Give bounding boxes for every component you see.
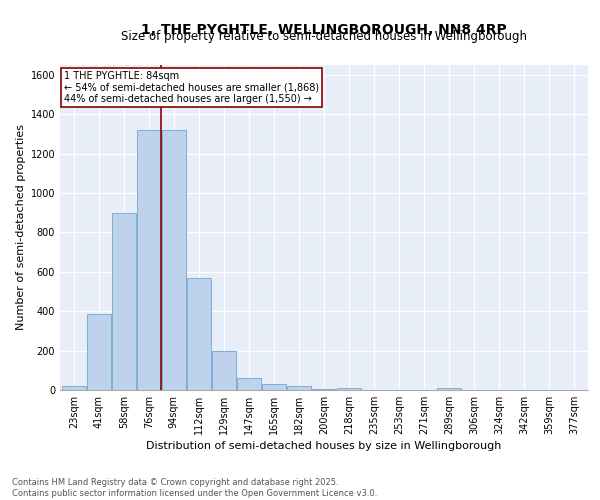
Y-axis label: Number of semi-detached properties: Number of semi-detached properties bbox=[16, 124, 26, 330]
Bar bbox=[312, 389, 336, 390]
Bar bbox=[162, 130, 186, 390]
Bar bbox=[262, 384, 286, 390]
Bar bbox=[337, 388, 361, 390]
Bar bbox=[112, 212, 136, 390]
Bar bbox=[212, 350, 236, 390]
Bar bbox=[437, 388, 461, 390]
Bar bbox=[237, 378, 261, 390]
Bar bbox=[287, 386, 311, 390]
Bar bbox=[137, 130, 161, 390]
Text: 1, THE PYGHTLE, WELLINGBOROUGH, NN8 4RP: 1, THE PYGHTLE, WELLINGBOROUGH, NN8 4RP bbox=[141, 22, 507, 36]
Bar bbox=[187, 278, 211, 390]
Text: 1 THE PYGHTLE: 84sqm
← 54% of semi-detached houses are smaller (1,868)
44% of se: 1 THE PYGHTLE: 84sqm ← 54% of semi-detac… bbox=[64, 71, 319, 104]
X-axis label: Distribution of semi-detached houses by size in Wellingborough: Distribution of semi-detached houses by … bbox=[146, 441, 502, 451]
Title: Size of property relative to semi-detached houses in Wellingborough: Size of property relative to semi-detach… bbox=[121, 30, 527, 43]
Bar bbox=[62, 386, 86, 390]
Text: Contains HM Land Registry data © Crown copyright and database right 2025.
Contai: Contains HM Land Registry data © Crown c… bbox=[12, 478, 377, 498]
Bar bbox=[87, 314, 110, 390]
